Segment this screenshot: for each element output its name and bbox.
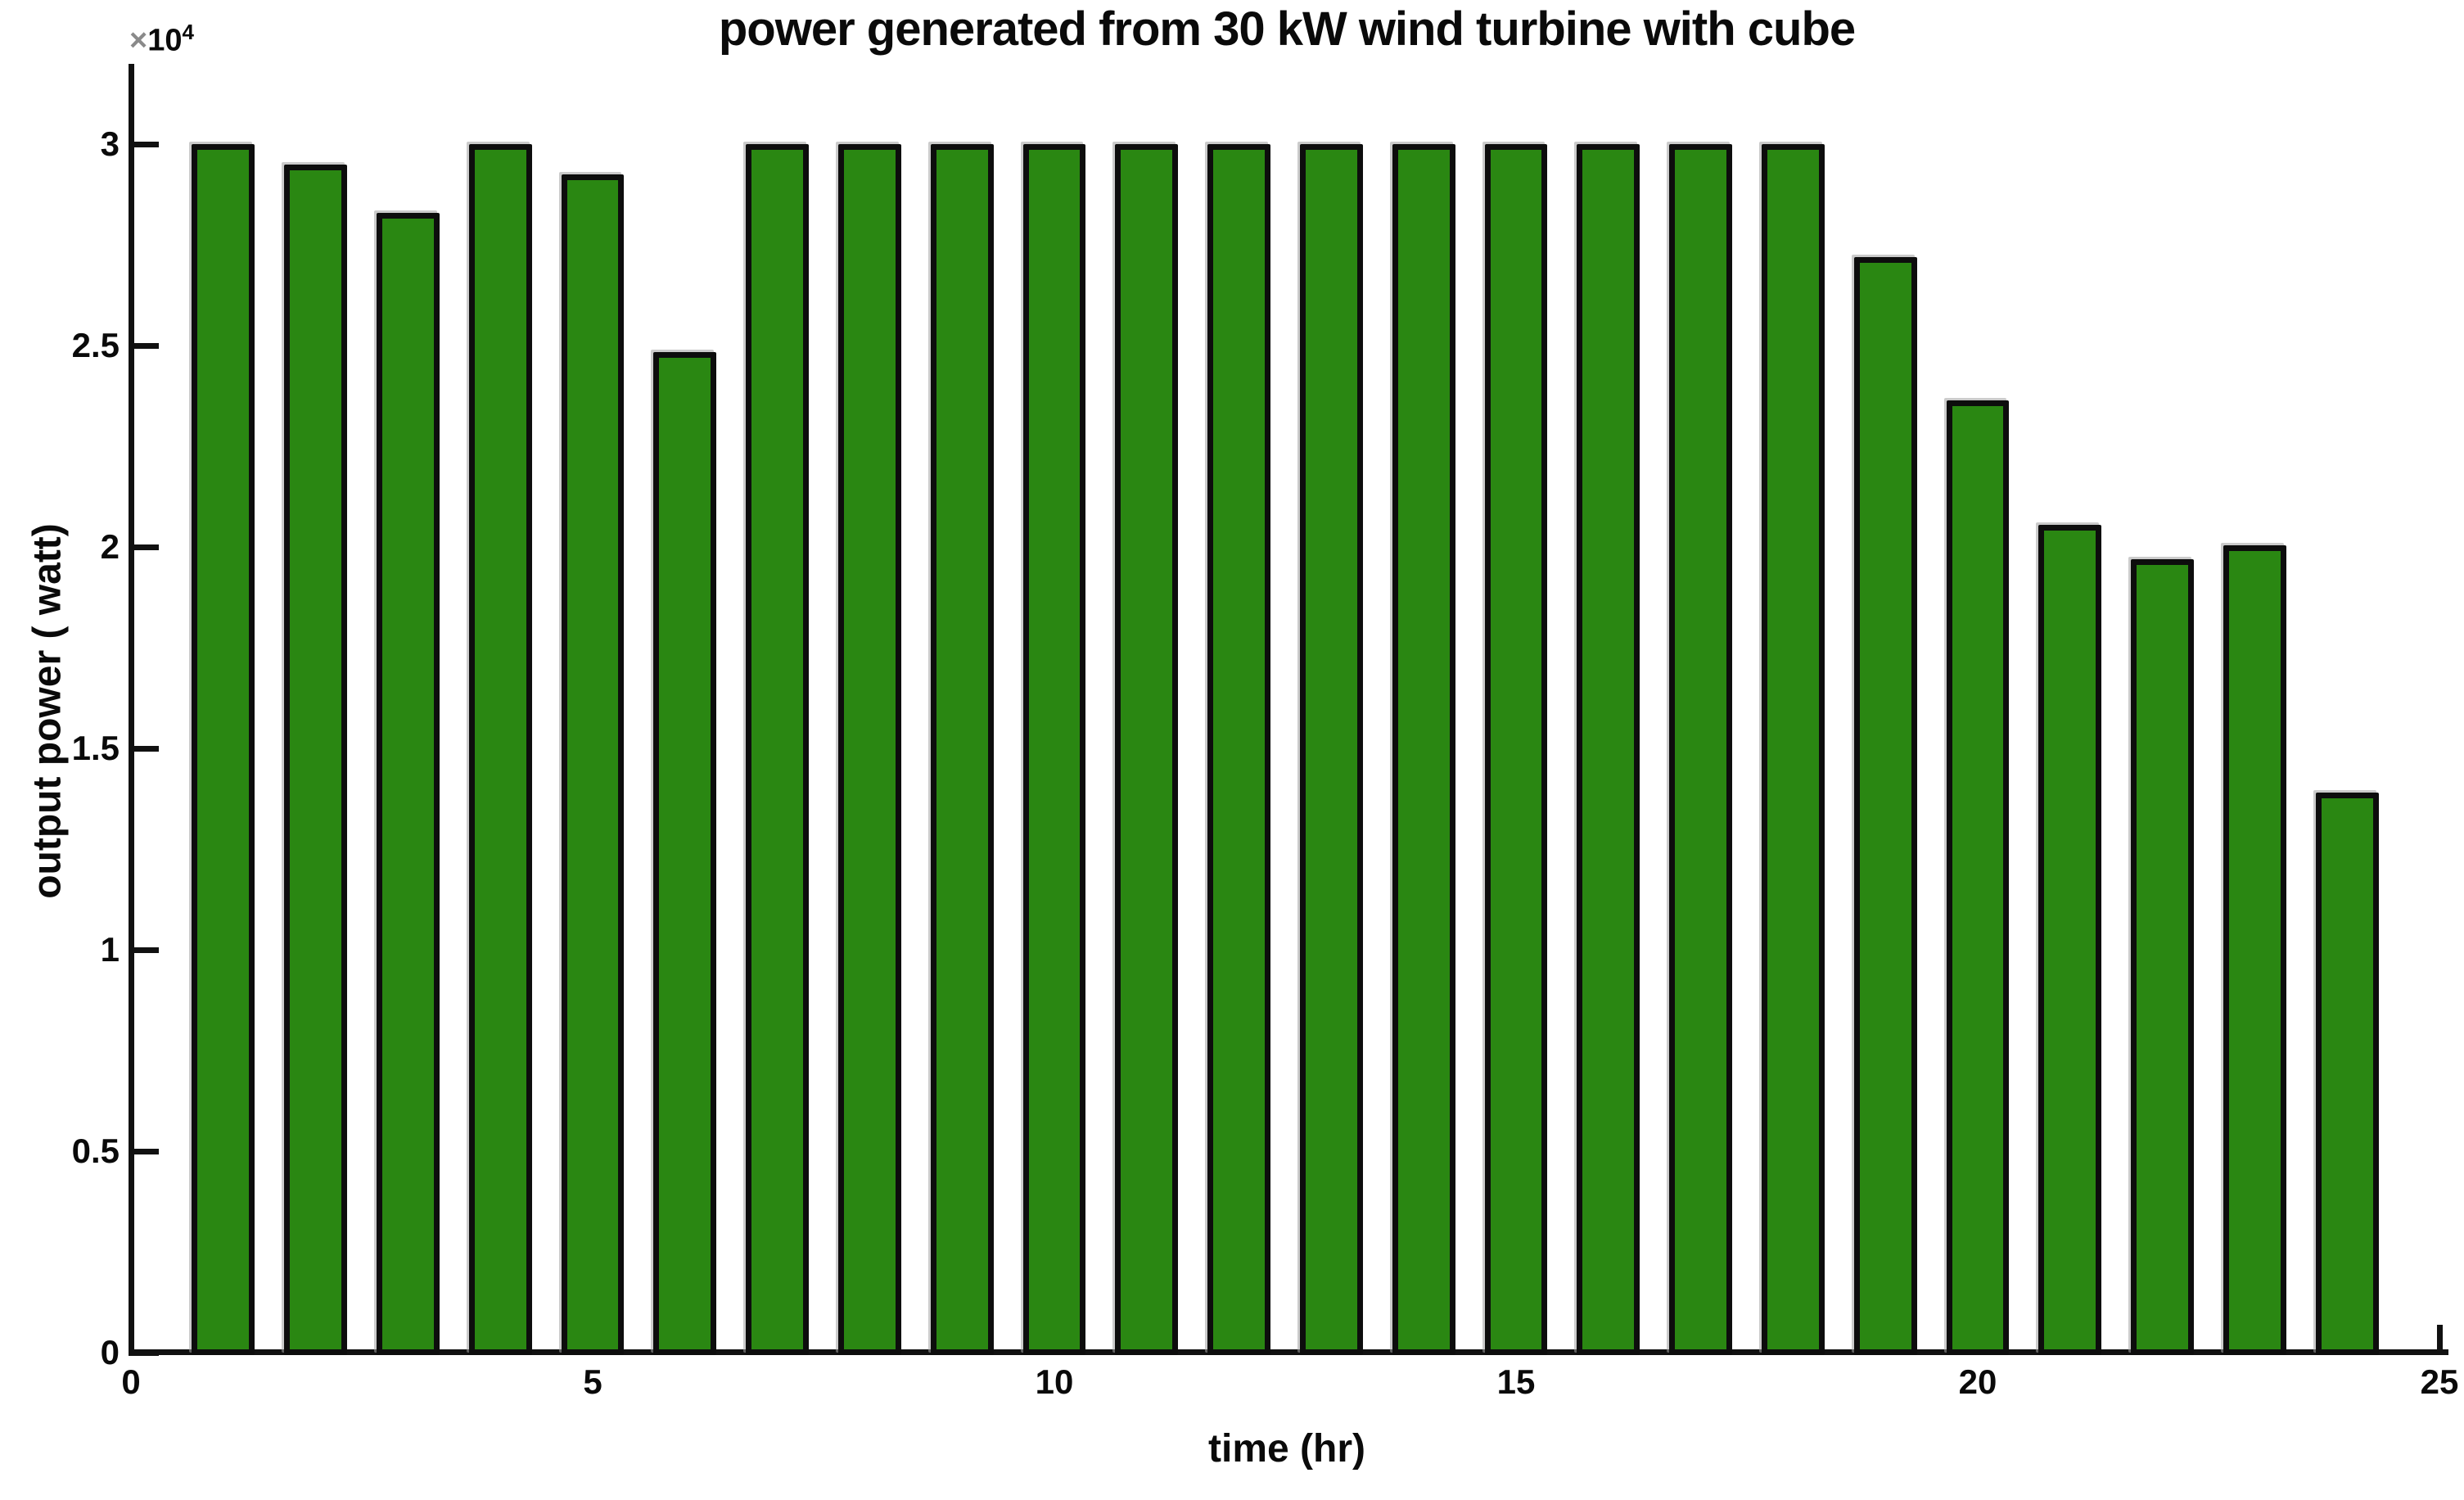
bar-hour-15 xyxy=(1484,144,1548,1355)
bar-hour-6 xyxy=(653,351,717,1355)
bar-hour-17 xyxy=(1669,144,1732,1355)
bar-hour-5 xyxy=(561,174,625,1355)
bar-hour-10 xyxy=(1022,144,1086,1355)
y-tick xyxy=(134,1148,159,1154)
bar-hour-4 xyxy=(468,144,532,1355)
y-tick xyxy=(134,141,159,147)
multiplier-times-sign: × xyxy=(129,23,148,58)
bar-hour-11 xyxy=(1115,144,1179,1355)
x-tick-label: 15 xyxy=(1496,1362,1536,1401)
bar-hour-19 xyxy=(1853,257,1917,1355)
y-tick xyxy=(134,947,159,953)
bar-hour-16 xyxy=(1577,144,1640,1355)
multiplier-exponent: 4 xyxy=(182,20,194,44)
x-tick-label: 25 xyxy=(2420,1362,2459,1401)
y-tick xyxy=(134,745,159,752)
chart-title: power generated from 30 kW wind turbine … xyxy=(718,2,1856,56)
y-tick-label: 0 xyxy=(100,1333,120,1371)
y-axis-multiplier: ×104 xyxy=(129,20,194,59)
x-tick xyxy=(128,1325,134,1349)
bar-hour-9 xyxy=(930,144,994,1355)
y-tick-label: 1 xyxy=(100,930,120,969)
bar-hour-7 xyxy=(746,144,809,1355)
bar-hour-24 xyxy=(2315,793,2379,1355)
x-tick-label: 5 xyxy=(583,1362,602,1401)
x-tick-label: 10 xyxy=(1035,1362,1074,1401)
x-tick-label: 0 xyxy=(121,1362,141,1401)
multiplier-base: 10 xyxy=(147,23,183,58)
bar-hour-18 xyxy=(1762,144,1825,1355)
bar-hour-23 xyxy=(2223,544,2286,1355)
y-tick xyxy=(134,544,159,550)
y-tick-label: 2 xyxy=(100,527,120,567)
bar-hour-8 xyxy=(838,144,901,1355)
bar-hour-20 xyxy=(1946,400,2010,1355)
y-tick-label: 2.5 xyxy=(71,326,120,365)
bar-hour-2 xyxy=(284,164,347,1355)
bar-hour-12 xyxy=(1207,144,1270,1355)
x-tick xyxy=(2436,1325,2443,1349)
bar-hour-22 xyxy=(2131,559,2194,1355)
bar-hour-21 xyxy=(2038,525,2102,1355)
y-tick xyxy=(134,342,159,349)
bar-hour-3 xyxy=(377,212,440,1355)
y-tick-label: 0.5 xyxy=(71,1132,120,1171)
bar-hour-13 xyxy=(1300,144,1363,1355)
y-axis-label: output power ( watt) xyxy=(25,523,70,899)
x-tick-label: 20 xyxy=(1958,1362,1997,1401)
y-tick-label: 1.5 xyxy=(71,729,120,768)
x-axis-line xyxy=(129,1349,2448,1355)
x-axis-label: time (hr) xyxy=(1208,1427,1365,1471)
bar-hour-14 xyxy=(1392,144,1455,1355)
bar-hour-1 xyxy=(192,144,255,1355)
y-tick-label: 3 xyxy=(100,124,120,164)
y-axis-line xyxy=(129,64,134,1356)
y-tick xyxy=(134,1349,159,1356)
